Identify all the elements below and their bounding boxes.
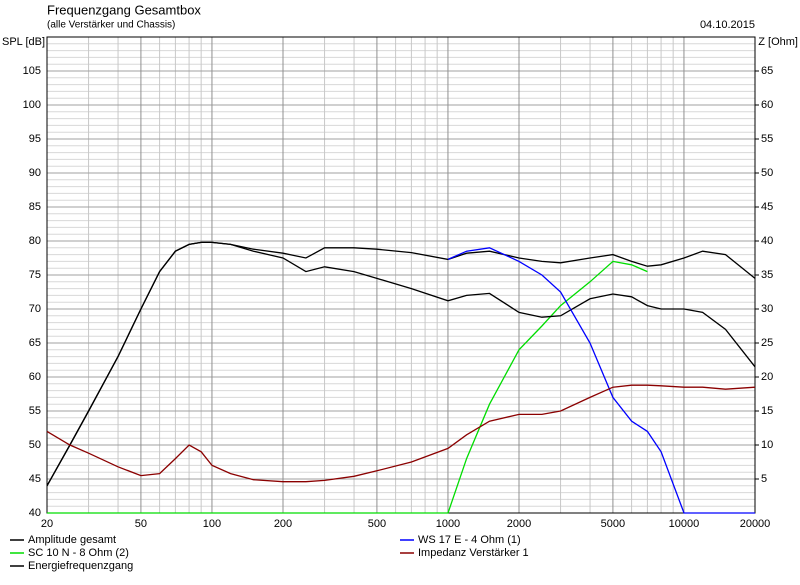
y-tick-label: 45 bbox=[29, 473, 41, 485]
y2-tick-label: 60 bbox=[761, 99, 773, 111]
series-line bbox=[47, 260, 648, 514]
legend-label: WS 17 E - 4 Ohm (1) bbox=[418, 534, 521, 546]
chart-date: 04.10.2015 bbox=[700, 19, 755, 31]
y-tick-label: 105 bbox=[23, 65, 41, 77]
y2-tick-label: 25 bbox=[761, 337, 773, 349]
legend-label: Amplitude gesamt bbox=[28, 534, 116, 546]
series-line bbox=[46, 384, 756, 483]
legend-label: SC 10 N - 8 Ohm (2) bbox=[28, 547, 129, 559]
y-tick-label: 85 bbox=[29, 201, 41, 213]
y2-tick-label: 10 bbox=[761, 439, 773, 451]
x-tick-label: 100 bbox=[203, 518, 221, 530]
chart-subtitle: (alle Verstärker und Chassis) bbox=[47, 20, 175, 31]
y-tick-label: 90 bbox=[29, 167, 41, 179]
x-tick-label: 50 bbox=[135, 518, 147, 530]
x-tick-label: 200 bbox=[274, 518, 292, 530]
y-tick-label: 60 bbox=[29, 371, 41, 383]
series-line bbox=[447, 247, 755, 514]
y2-tick-label: 20 bbox=[761, 371, 773, 383]
y-tick-label: 100 bbox=[23, 99, 41, 111]
y2-axis-label: Z [Ohm] bbox=[758, 36, 798, 48]
y2-tick-label: 50 bbox=[761, 167, 773, 179]
y2-tick-label: 65 bbox=[761, 65, 773, 77]
chart-title: Frequenzgang Gesamtbox bbox=[47, 2, 201, 17]
y2-tick-label: 35 bbox=[761, 269, 773, 281]
y-tick-label: 40 bbox=[29, 507, 41, 519]
y2-tick-label: 55 bbox=[761, 133, 773, 145]
y-tick-label: 50 bbox=[29, 439, 41, 451]
x-tick-label: 2000 bbox=[507, 518, 531, 530]
y2-tick-label: 40 bbox=[761, 235, 773, 247]
x-tick-label: 20000 bbox=[740, 518, 771, 530]
x-tick-label: 500 bbox=[368, 518, 386, 530]
x-tick-label: 20 bbox=[41, 518, 53, 530]
y-tick-label: 70 bbox=[29, 303, 41, 315]
legend-label: Impedanz Verstärker 1 bbox=[418, 547, 529, 559]
y-tick-label: 65 bbox=[29, 337, 41, 349]
y-axis-label: SPL [dB] bbox=[2, 36, 45, 48]
y2-tick-label: 15 bbox=[761, 405, 773, 417]
y2-tick-label: 45 bbox=[761, 201, 773, 213]
series-line bbox=[46, 241, 756, 487]
y-tick-label: 75 bbox=[29, 269, 41, 281]
y-tick-label: 80 bbox=[29, 235, 41, 247]
x-tick-label: 1000 bbox=[436, 518, 460, 530]
legend-label: Energiefrequenzgang bbox=[28, 560, 133, 572]
y2-tick-label: 5 bbox=[761, 473, 767, 485]
y-tick-label: 55 bbox=[29, 405, 41, 417]
x-tick-label: 5000 bbox=[601, 518, 625, 530]
x-tick-label: 10000 bbox=[669, 518, 700, 530]
y2-tick-label: 30 bbox=[761, 303, 773, 315]
y-tick-label: 95 bbox=[29, 133, 41, 145]
